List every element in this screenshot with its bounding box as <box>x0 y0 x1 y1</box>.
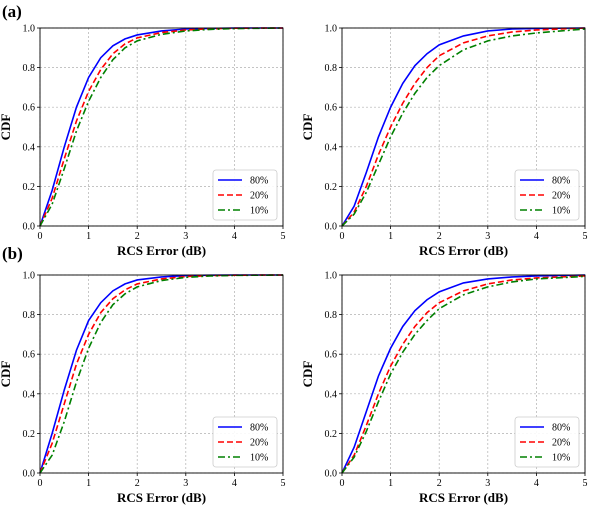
x-tick-label: 4 <box>232 231 237 242</box>
series-line-20pct <box>39 274 284 474</box>
series-line-20pct <box>341 27 586 227</box>
plot-frame <box>39 27 284 227</box>
x-axis-label: RCS Error (dB) <box>117 243 206 258</box>
y-tick-label: 1.0 <box>325 24 338 35</box>
x-tick-label: 3 <box>485 231 490 242</box>
legend-label: 10% <box>552 453 570 464</box>
series-line-10pct <box>39 27 284 227</box>
y-tick-label: 0.0 <box>23 222 36 233</box>
legend-label: 20% <box>552 438 570 449</box>
y-tick-label: 0.4 <box>23 142 36 153</box>
chart-b-right: 0 1 2 3 4 5 0.0 0.2 0.4 0.6 0.8 1.0 RCS Error (dB) CD… <box>300 271 588 506</box>
x-tick-label: 4 <box>534 231 539 242</box>
chart-b-left: 0 1 2 3 4 5 0.0 0.2 0.4 0.6 0.8 1.0 RCS Error (dB) CD… <box>0 271 286 506</box>
x-tick-label: 2 <box>437 478 442 489</box>
x-tick-label: 1 <box>86 478 91 489</box>
chart-a-right: 0 1 2 3 4 5 0.0 0.2 0.4 0.6 0.8 1.0 RCS Error (dB) CD… <box>300 24 588 259</box>
legend-label: 80% <box>250 176 268 187</box>
y-tick-label: 1.0 <box>325 271 338 282</box>
x-tick-label: 5 <box>583 478 588 489</box>
y-tick-label: 0.0 <box>325 469 338 480</box>
series-line-80pct <box>341 27 586 227</box>
x-tick-label: 5 <box>281 231 286 242</box>
y-axis-label: CDF <box>0 361 13 388</box>
legend-box <box>514 416 580 468</box>
x-tick-label: 3 <box>183 231 188 242</box>
chart-a-left: 0 1 2 3 4 5 0.0 0.2 0.4 0.6 0.8 1.0 RCS Error (dB) CD… <box>0 24 286 259</box>
y-axis-label: CDF <box>300 114 315 141</box>
legend-label: 10% <box>250 453 268 464</box>
x-tick-label: 5 <box>281 478 286 489</box>
x-tick-label: 1 <box>86 231 91 242</box>
y-tick-label: 0.2 <box>23 182 36 193</box>
legend-label: 10% <box>250 206 268 217</box>
plot-frame <box>39 274 284 474</box>
y-tick-label: 0.0 <box>23 469 36 480</box>
y-tick-label: 0.4 <box>325 142 338 153</box>
y-tick-label: 0.8 <box>325 310 338 321</box>
plot-frame <box>341 27 586 227</box>
x-axis-label: RCS Error (dB) <box>419 243 508 258</box>
plot-frame <box>341 274 586 474</box>
y-tick-label: 0.2 <box>325 429 338 440</box>
legend-label: 20% <box>250 191 268 202</box>
legend-label: 20% <box>250 438 268 449</box>
y-tick-label: 0.4 <box>325 389 338 400</box>
x-tick-label: 1 <box>388 478 393 489</box>
y-axis-label: CDF <box>0 114 13 141</box>
x-axis-label: RCS Error (dB) <box>117 490 206 505</box>
y-tick-label: 0.8 <box>325 63 338 74</box>
legend-label: 10% <box>552 206 570 217</box>
x-tick-label: 0 <box>38 231 43 242</box>
y-tick-label: 0.6 <box>325 103 338 114</box>
x-tick-label: 0 <box>38 478 43 489</box>
x-tick-label: 3 <box>183 478 188 489</box>
series-line-80pct <box>39 27 283 227</box>
x-tick-label: 3 <box>485 478 490 489</box>
legend-label: 20% <box>552 191 570 202</box>
x-tick-label: 1 <box>388 231 393 242</box>
y-tick-label: 0.6 <box>23 350 36 361</box>
x-tick-label: 4 <box>534 478 539 489</box>
legend-box <box>514 169 580 221</box>
panel-label-b: (b) <box>2 244 23 263</box>
y-tick-label: 0.0 <box>325 222 338 233</box>
legend-label: 80% <box>552 423 570 434</box>
x-tick-label: 0 <box>340 478 345 489</box>
series-line-10pct <box>341 275 586 474</box>
series-line-80pct <box>341 274 586 474</box>
series-line-10pct <box>39 274 284 474</box>
y-tick-label: 1.0 <box>23 24 36 35</box>
x-tick-label: 2 <box>437 231 442 242</box>
y-tick-label: 0.6 <box>23 103 36 114</box>
x-tick-label: 2 <box>135 478 140 489</box>
x-tick-label: 5 <box>583 231 588 242</box>
panel-label-a: (a) <box>2 2 22 21</box>
legend-box <box>212 169 278 221</box>
y-tick-label: 0.2 <box>23 429 36 440</box>
x-tick-label: 4 <box>232 478 237 489</box>
x-axis-label: RCS Error (dB) <box>419 490 508 505</box>
legend-label: 80% <box>250 423 268 434</box>
y-tick-label: 1.0 <box>23 271 36 282</box>
series-line-10pct <box>341 28 586 227</box>
y-tick-label: 0.2 <box>325 182 338 193</box>
y-tick-label: 0.8 <box>23 63 36 74</box>
legend-box <box>212 416 278 468</box>
x-tick-label: 0 <box>340 231 345 242</box>
x-tick-label: 2 <box>135 231 140 242</box>
y-axis-label: CDF <box>300 361 315 388</box>
y-tick-label: 0.4 <box>23 389 36 400</box>
series-line-20pct <box>341 275 586 474</box>
y-tick-label: 0.8 <box>23 310 36 321</box>
legend-label: 80% <box>552 176 570 187</box>
y-tick-label: 0.6 <box>325 350 338 361</box>
